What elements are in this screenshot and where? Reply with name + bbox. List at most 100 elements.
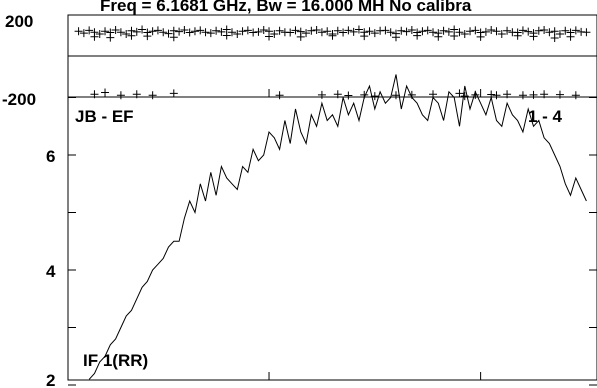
phase-point (307, 26, 316, 35)
phase-ytick-label-bottom: -200 (2, 90, 36, 109)
phase-point (365, 27, 374, 36)
phase-point (127, 31, 136, 40)
frequency-header: Freq = 6.1681 GHz, Bw = 16.000 MH No cal… (100, 0, 472, 15)
phase-point (143, 32, 152, 41)
phase-point (169, 89, 178, 98)
phase-point (148, 91, 157, 100)
phase-point (450, 31, 459, 40)
amplitude-series-line (88, 74, 587, 380)
phase-point (259, 26, 268, 35)
phase-point (101, 88, 110, 97)
phase-point (571, 91, 580, 100)
phase-point (132, 27, 141, 36)
phase-point (397, 26, 406, 35)
phase-point (429, 28, 438, 37)
phase-panel: 200 -200 (2, 12, 597, 109)
phase-point (148, 27, 157, 36)
phase-point (582, 28, 591, 37)
phase-point (201, 28, 210, 37)
phase-point (344, 91, 353, 100)
amp-ytick-label-6: 6 (46, 147, 55, 166)
phase-point (79, 29, 88, 38)
phase-point (344, 26, 353, 35)
phase-point (85, 26, 94, 35)
phase-point (455, 28, 464, 37)
phase-points (74, 25, 591, 101)
phase-point (413, 31, 422, 40)
phase-point (439, 26, 448, 35)
phase-point (492, 91, 501, 100)
phase-point (175, 27, 184, 36)
phase-point (317, 28, 326, 37)
phase-point (518, 91, 527, 100)
phase-point (534, 26, 543, 35)
phase-point (317, 90, 326, 99)
phase-point (444, 27, 453, 36)
phase-point (571, 26, 580, 35)
phase-point (370, 29, 379, 38)
phase-point (222, 31, 231, 40)
amplitude-panel: JB - EF 1 - 4 IF 1(RR) 6 4 2 (46, 74, 597, 388)
phase-point (296, 32, 305, 41)
phase-point (466, 27, 475, 36)
amp-ytick-label-2: 2 (46, 371, 55, 388)
phase-point (391, 33, 400, 42)
phase-point (545, 28, 554, 37)
phase-point (481, 27, 490, 36)
phase-point (418, 27, 427, 36)
phase-point (101, 27, 110, 36)
phase-point (95, 30, 104, 38)
phase-point (106, 33, 115, 42)
phase-point (434, 32, 443, 41)
phase-point (164, 29, 173, 38)
phase-point (487, 26, 496, 35)
phase-point (550, 33, 559, 42)
phase-point (265, 32, 274, 41)
phase-point (328, 31, 337, 40)
phase-point (333, 26, 342, 35)
phase-point (566, 32, 575, 41)
phase-point (302, 29, 311, 38)
phase-point (529, 90, 538, 99)
phase-point (497, 30, 506, 38)
phase-point (122, 30, 131, 38)
phase-point (254, 27, 263, 36)
phase-point (180, 26, 189, 35)
x-axis-ticks (268, 89, 482, 380)
phase-point (460, 30, 469, 38)
phase-point (270, 30, 279, 38)
phase-point (159, 28, 168, 37)
phase-point (354, 25, 363, 34)
phase-point (153, 26, 162, 35)
amp-ytick-label-4: 4 (46, 262, 56, 281)
phase-ytick-label-top: 200 (5, 12, 33, 31)
phase-point (138, 25, 147, 34)
phase-point (492, 27, 501, 36)
phase-point (169, 33, 178, 42)
phase-point (116, 91, 125, 100)
phase-point (74, 27, 83, 36)
phase-point (360, 32, 369, 41)
amplitude-panel-frame (67, 96, 597, 381)
phase-point (555, 30, 564, 38)
phase-point (196, 26, 205, 35)
phase-point (540, 26, 549, 35)
phase-point (206, 29, 215, 38)
phase-point (402, 27, 411, 36)
phase-point (111, 26, 120, 35)
phase-point (386, 28, 395, 37)
if-label: IF 1(RR) (83, 351, 148, 370)
phase-point (238, 27, 247, 36)
phase-point (243, 26, 252, 35)
phase-point (423, 26, 432, 35)
phase-point (323, 27, 332, 36)
stokes-label: 1 - 4 (528, 107, 563, 126)
phase-point (529, 32, 538, 41)
baseline-label: JB - EF (75, 107, 134, 126)
phase-point (286, 28, 295, 37)
phase-point (476, 32, 485, 41)
phase-point (381, 26, 390, 35)
phase-point (275, 26, 284, 35)
amplitude-ticks (68, 97, 597, 386)
